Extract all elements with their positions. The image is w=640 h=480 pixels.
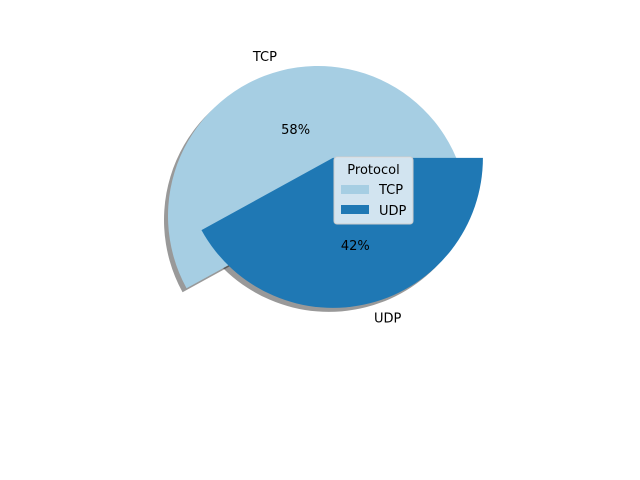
legend-title: Protocol: [347, 163, 399, 178]
legend-label-udp: UDP: [379, 204, 407, 219]
slice-label-udp: UDP: [374, 312, 402, 327]
legend-label-tcp: TCP: [378, 183, 403, 198]
legend-swatch-tcp: [341, 185, 369, 194]
legend-swatch-udp: [341, 205, 369, 214]
slice-label-tcp: TCP: [252, 50, 277, 65]
slice-percent-tcp: 58%: [281, 123, 310, 138]
pie-slices: [168, 66, 483, 308]
slice-percent-udp: 42%: [341, 239, 370, 254]
legend: Protocol TCP UDP: [334, 157, 413, 224]
